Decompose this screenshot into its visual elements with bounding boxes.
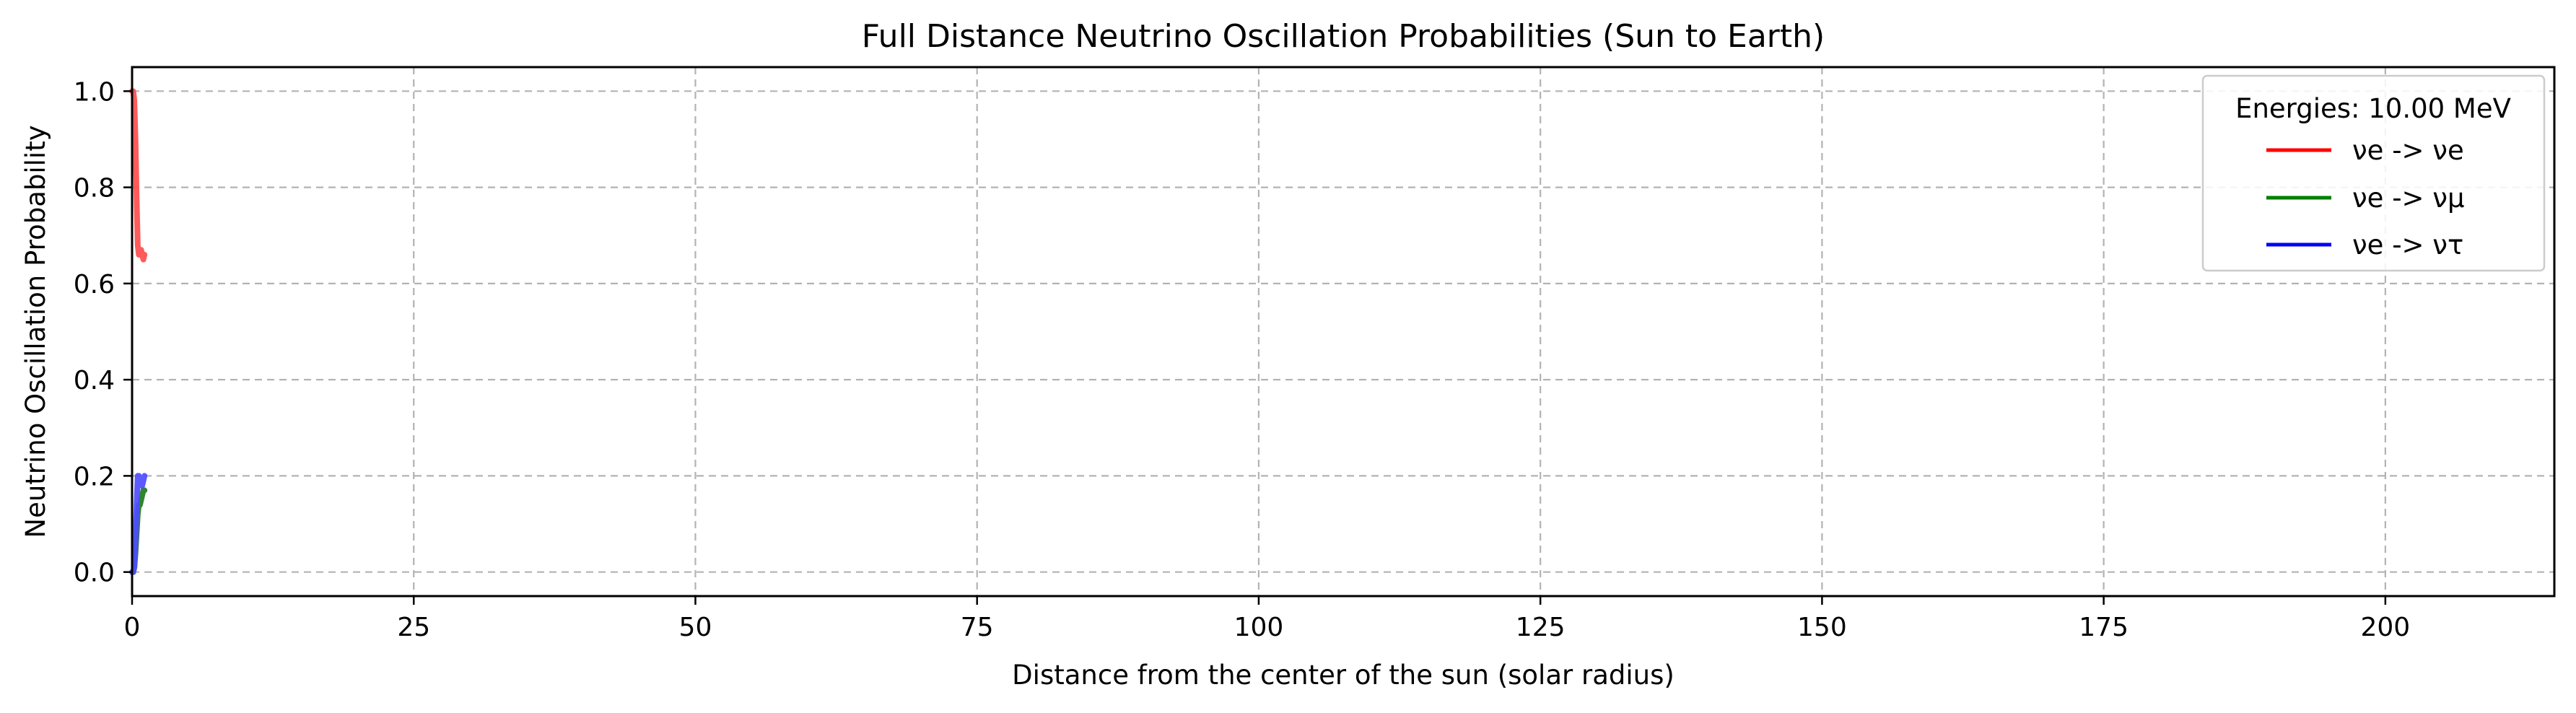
y-tick-label: 0.8 xyxy=(74,174,115,204)
x-tick-label: 125 xyxy=(1516,613,1566,642)
x-tick-label: 50 xyxy=(679,613,712,642)
x-tick-label: 175 xyxy=(2079,613,2129,642)
legend: Energies: 10.00 MeV νe -> νe νe -> νμ νe… xyxy=(2201,74,2546,272)
series-layer xyxy=(129,88,148,575)
chart-title: Full Distance Neutrino Oscillation Proba… xyxy=(862,18,1825,55)
y-axis-label: Neutrino Oscillation Probability xyxy=(20,125,51,538)
x-tick-label: 150 xyxy=(1797,613,1847,642)
x-tick-label: 0 xyxy=(124,613,141,642)
series-line-ve-ve xyxy=(129,88,148,263)
legend-title: Energies: 10.00 MeV xyxy=(2235,93,2511,124)
series-line-ve-vtau xyxy=(129,473,148,575)
y-tick-label: 0.4 xyxy=(74,366,115,395)
legend-label-ve-ve: νe -> νe xyxy=(2352,135,2464,166)
y-tick-label: 0.6 xyxy=(74,270,115,299)
y-tick-label: 1.0 xyxy=(74,77,115,107)
x-tick-label: 100 xyxy=(1234,613,1284,642)
legend-label-ve-vmu: νe -> νμ xyxy=(2352,183,2465,214)
x-tick-label: 75 xyxy=(961,613,994,642)
x-axis-label: Distance from the center of the sun (sol… xyxy=(1012,660,1675,691)
x-tick-label: 200 xyxy=(2361,613,2411,642)
plot-frame xyxy=(131,66,2556,598)
legend-box xyxy=(2201,74,2546,272)
legend-label-ve-vtau: νe -> ντ xyxy=(2352,229,2463,261)
ticks-layer: 0 25 50 75 100 125 150 175 200 0.0 0.2 0.4 0.6 0.8 1.0 xyxy=(74,77,2410,642)
y-tick-label: 0.0 xyxy=(74,559,115,588)
y-tick-label: 0.2 xyxy=(74,462,115,491)
grid-layer xyxy=(131,67,2554,596)
x-tick-label: 25 xyxy=(397,613,430,642)
